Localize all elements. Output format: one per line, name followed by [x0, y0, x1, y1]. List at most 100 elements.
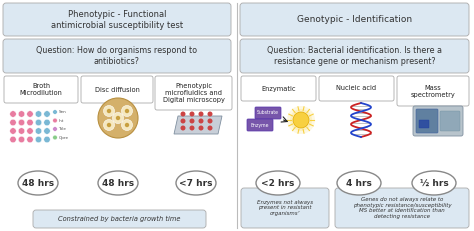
- Circle shape: [35, 119, 42, 126]
- Circle shape: [190, 112, 194, 116]
- Circle shape: [103, 106, 115, 116]
- Circle shape: [35, 136, 42, 143]
- FancyBboxPatch shape: [413, 106, 463, 136]
- Ellipse shape: [98, 171, 138, 195]
- Text: Mass
spectrometry: Mass spectrometry: [410, 85, 456, 97]
- FancyBboxPatch shape: [397, 76, 469, 106]
- Circle shape: [199, 119, 203, 124]
- FancyBboxPatch shape: [255, 107, 281, 119]
- Text: Disc diffusion: Disc diffusion: [94, 86, 139, 92]
- Text: Phenotypic
microfluidics and
Digital microscopy: Phenotypic microfluidics and Digital mic…: [163, 83, 224, 103]
- Ellipse shape: [18, 171, 58, 195]
- Circle shape: [208, 119, 212, 124]
- FancyBboxPatch shape: [319, 76, 394, 101]
- Text: 48 hrs: 48 hrs: [102, 179, 134, 188]
- Circle shape: [53, 127, 57, 131]
- Circle shape: [44, 128, 50, 134]
- Circle shape: [10, 128, 16, 134]
- Circle shape: [35, 128, 42, 134]
- FancyBboxPatch shape: [33, 210, 206, 228]
- Circle shape: [27, 136, 33, 143]
- FancyBboxPatch shape: [416, 109, 438, 133]
- Circle shape: [107, 109, 111, 113]
- Circle shape: [190, 119, 194, 124]
- FancyBboxPatch shape: [241, 188, 329, 228]
- Circle shape: [293, 112, 309, 128]
- Text: Phenotypic - Functional
antimicrobial susceptibility test: Phenotypic - Functional antimicrobial su…: [51, 10, 183, 30]
- Circle shape: [18, 111, 25, 117]
- FancyBboxPatch shape: [3, 39, 231, 73]
- Circle shape: [98, 98, 138, 138]
- Circle shape: [18, 128, 25, 134]
- Text: Genes do not always relate to
phenotypic resistance/susceptibility
MS better at : Genes do not always relate to phenotypic…: [353, 197, 451, 219]
- Circle shape: [53, 135, 57, 140]
- Circle shape: [53, 110, 57, 114]
- Circle shape: [44, 119, 50, 126]
- Text: Enzymatic: Enzymatic: [261, 85, 296, 91]
- FancyBboxPatch shape: [247, 119, 273, 131]
- Circle shape: [181, 112, 185, 116]
- Text: <2 hrs: <2 hrs: [261, 179, 295, 188]
- FancyBboxPatch shape: [241, 76, 316, 101]
- Text: 48 hrs: 48 hrs: [22, 179, 54, 188]
- Circle shape: [44, 111, 50, 117]
- Circle shape: [121, 106, 133, 116]
- FancyBboxPatch shape: [419, 120, 429, 128]
- Circle shape: [181, 119, 185, 124]
- Text: Broth
Microdilution: Broth Microdilution: [19, 83, 63, 96]
- Circle shape: [208, 112, 212, 116]
- Polygon shape: [174, 116, 222, 134]
- Text: Question: Bacterial identification. Is there a
resistance gene or mechanism pres: Question: Bacterial identification. Is t…: [267, 46, 442, 66]
- Ellipse shape: [176, 171, 216, 195]
- Circle shape: [121, 119, 133, 131]
- Ellipse shape: [337, 171, 381, 195]
- Circle shape: [103, 119, 115, 131]
- Circle shape: [181, 125, 185, 131]
- Text: Opre: Opre: [58, 136, 69, 140]
- FancyBboxPatch shape: [335, 188, 469, 228]
- Text: Enzymes not always
present in resistant
organisms’: Enzymes not always present in resistant …: [257, 200, 313, 216]
- Text: Enzyme: Enzyme: [251, 122, 269, 128]
- Text: Tole: Tole: [58, 127, 66, 131]
- Circle shape: [18, 119, 25, 126]
- FancyBboxPatch shape: [81, 76, 153, 103]
- Circle shape: [112, 112, 124, 124]
- Text: Genotypic - Identification: Genotypic - Identification: [297, 15, 412, 24]
- Circle shape: [53, 118, 57, 123]
- Text: Question: How do organisms respond to
antibiotics?: Question: How do organisms respond to an…: [36, 46, 198, 66]
- Text: 4 hrs: 4 hrs: [346, 179, 372, 188]
- Circle shape: [290, 109, 312, 131]
- Circle shape: [27, 119, 33, 126]
- Text: Int: Int: [58, 119, 64, 122]
- Circle shape: [35, 111, 42, 117]
- Circle shape: [208, 125, 212, 131]
- Circle shape: [287, 106, 315, 134]
- Circle shape: [27, 111, 33, 117]
- FancyBboxPatch shape: [4, 76, 78, 103]
- Circle shape: [199, 112, 203, 116]
- Circle shape: [18, 136, 25, 143]
- Ellipse shape: [256, 171, 300, 195]
- Circle shape: [199, 125, 203, 131]
- Text: Sen: Sen: [58, 110, 66, 114]
- Circle shape: [10, 111, 16, 117]
- Text: Substrate: Substrate: [257, 110, 279, 116]
- Text: Nucleic acid: Nucleic acid: [337, 85, 376, 91]
- Circle shape: [107, 123, 111, 127]
- Circle shape: [10, 119, 16, 126]
- Ellipse shape: [412, 171, 456, 195]
- Text: Constrained by bacteria growth time: Constrained by bacteria growth time: [58, 216, 181, 222]
- FancyBboxPatch shape: [155, 76, 232, 110]
- Text: <7 hrs: <7 hrs: [179, 179, 213, 188]
- Circle shape: [190, 125, 194, 131]
- FancyBboxPatch shape: [240, 39, 469, 73]
- Circle shape: [125, 109, 129, 113]
- Circle shape: [27, 128, 33, 134]
- Circle shape: [10, 136, 16, 143]
- FancyBboxPatch shape: [240, 3, 469, 36]
- Circle shape: [44, 136, 50, 143]
- Text: ½ hrs: ½ hrs: [419, 179, 448, 188]
- Circle shape: [125, 123, 129, 127]
- FancyBboxPatch shape: [440, 111, 460, 131]
- FancyBboxPatch shape: [3, 3, 231, 36]
